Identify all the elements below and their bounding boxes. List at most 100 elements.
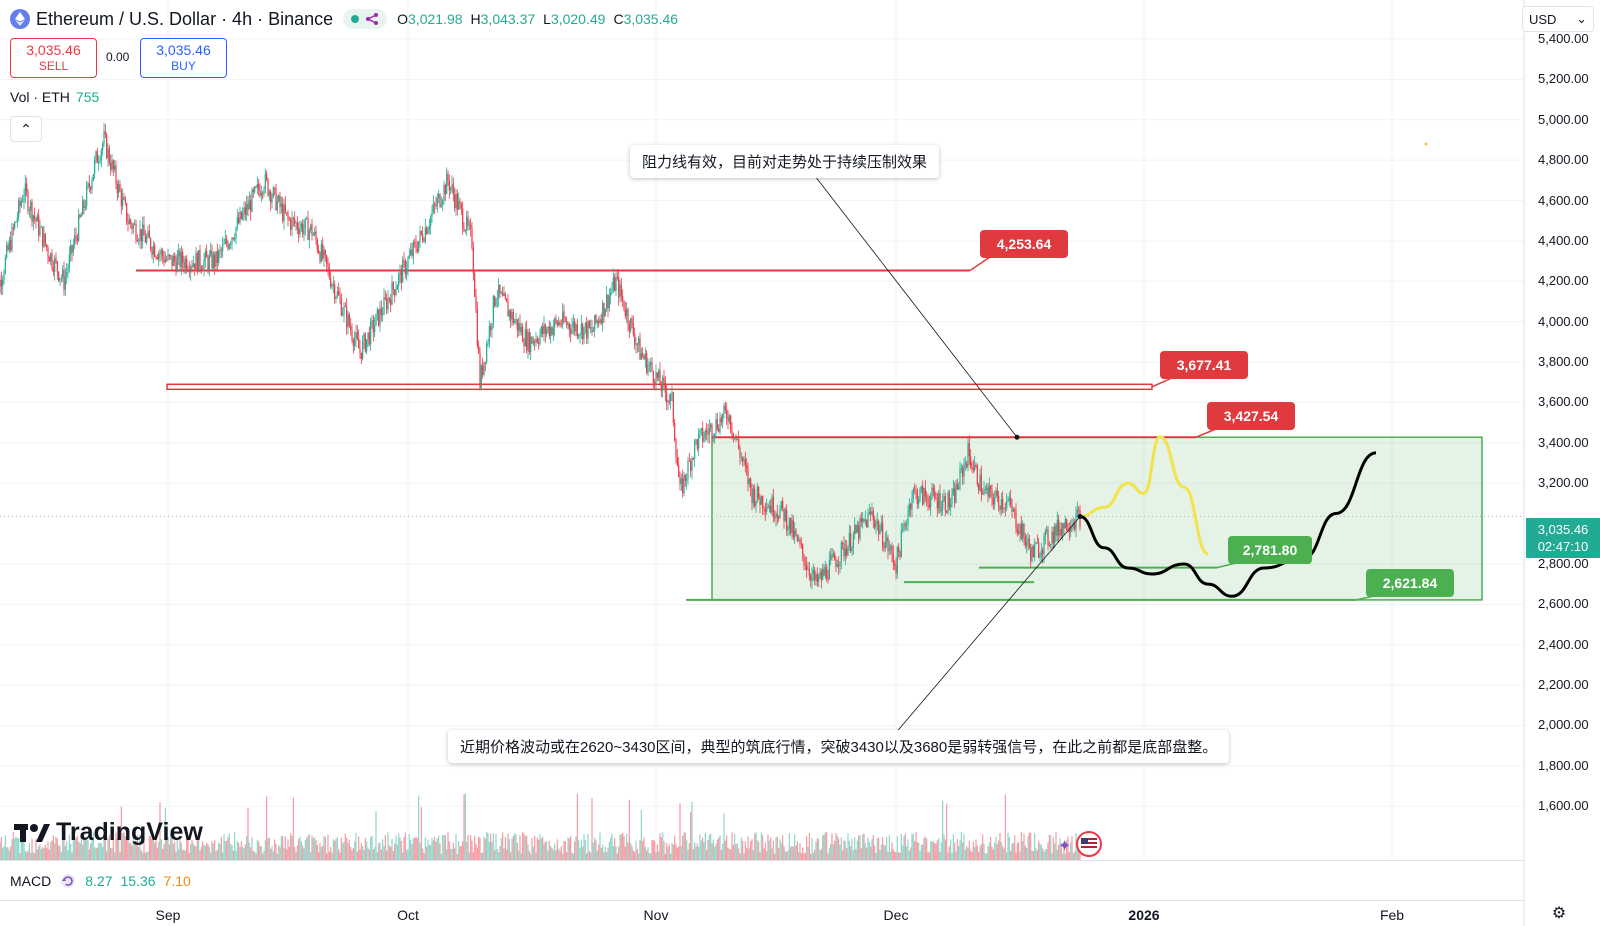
candle-body [904, 523, 906, 526]
price-axis-label: 4,200.00 [1538, 273, 1589, 289]
volume-bar [359, 849, 361, 860]
candle-body [127, 221, 129, 225]
candle-body [104, 131, 106, 135]
candle-body [114, 165, 116, 170]
candle-body [259, 189, 261, 197]
volume-bar [71, 852, 73, 860]
time-axis[interactable]: Sep Oct Nov Dec 2026 Feb [0, 900, 1525, 926]
candle-body [467, 216, 469, 226]
tradingview-logo[interactable]: TradingView [14, 818, 203, 847]
candle-body [290, 219, 292, 230]
marker-dot [1424, 142, 1428, 146]
symbol-title[interactable]: Ethereum / U.S. Dollar · 4h · Binance [36, 8, 334, 29]
volume-bar [419, 842, 421, 860]
bar-countdown: 02:47:10 [1537, 539, 1589, 554]
volume-bar [123, 832, 125, 860]
candle-body [778, 516, 780, 519]
candle-body [111, 160, 113, 170]
axis-settings-button[interactable]: ⚙ [1548, 902, 1570, 924]
currency-select[interactable]: USD ⌄ [1522, 6, 1594, 32]
candle-body [659, 370, 661, 386]
price-tag-4253[interactable]: 4,253.64 [980, 230, 1068, 258]
price-tag-3677[interactable]: 3,677.41 [1160, 351, 1248, 379]
candle-body [551, 327, 553, 335]
volume-bar [182, 849, 184, 860]
volume-bar [132, 837, 134, 860]
candle-body [614, 277, 616, 291]
candle-body [500, 292, 502, 294]
volume-bar [482, 852, 484, 860]
candle-body [486, 343, 488, 363]
candle-body [123, 197, 125, 200]
candle-body [110, 162, 112, 170]
volume-bar [874, 845, 876, 860]
volume-bar [566, 851, 568, 860]
candle-body [664, 381, 666, 393]
volume-bar [994, 842, 996, 860]
level-drawings [0, 142, 1524, 601]
resistance-note[interactable]: 阻力线有效，目前对走势处于持续压制效果 [630, 145, 940, 178]
volume-bar [466, 841, 468, 860]
volume-bar [512, 836, 514, 860]
volume-bar [771, 848, 773, 860]
refresh-icon[interactable] [59, 872, 77, 890]
candle-body [327, 263, 329, 268]
volume-legend[interactable]: Vol · ETH 755 [10, 89, 99, 105]
volume-bar [1004, 794, 1006, 860]
candle-body [672, 392, 674, 423]
macd-pane-legend[interactable]: MACD 8.27 15.36 7.10 [0, 860, 1525, 900]
candle-body [1076, 509, 1078, 513]
candle-body [823, 569, 825, 576]
candle-body [455, 193, 457, 208]
candle-body [942, 499, 944, 510]
collapse-legend-button[interactable]: ⌃ [10, 116, 42, 142]
candle-body [978, 484, 980, 491]
candle-body [379, 308, 381, 326]
volume-bar [850, 846, 852, 860]
candle-body [300, 223, 302, 228]
volume-bar [508, 838, 510, 860]
candle-body [636, 343, 638, 345]
volume-bar [344, 833, 346, 860]
candle-body [792, 520, 794, 538]
candle-body [295, 222, 297, 224]
volume-bar [936, 840, 938, 860]
candle-body [311, 224, 313, 236]
price-tag-2621[interactable]: 2,621.84 [1366, 569, 1454, 597]
candle-body [748, 478, 750, 484]
volume-bar [126, 837, 128, 860]
volume-bar [690, 812, 692, 860]
event-flag-icon[interactable] [1076, 831, 1102, 857]
volume-bar [42, 847, 44, 860]
range-note[interactable]: 近期价格波动或在2620~3430区间，典型的筑底行情，突破3430以及3680… [448, 730, 1230, 763]
volume-bar [963, 834, 965, 860]
candle-body [10, 239, 12, 251]
volume-bar [96, 847, 98, 860]
volume-bar [734, 834, 736, 860]
volume-bar [87, 839, 89, 860]
volume-bar [423, 853, 425, 860]
volume-bar [986, 853, 988, 860]
candle-body [547, 326, 549, 331]
volume-bar [194, 845, 196, 860]
buy-button[interactable]: 3,035.46 BUY [140, 38, 227, 78]
sell-button[interactable]: 3,035.46 SELL [10, 38, 97, 78]
volume-bar [150, 836, 152, 860]
volume-bar [111, 847, 113, 860]
price-tag-2781[interactable]: 2,781.80 [1228, 536, 1312, 564]
candle-body [288, 218, 290, 220]
volume-bar [572, 853, 574, 860]
candle-body [943, 496, 945, 500]
volume-bar [635, 840, 637, 860]
candle-body [338, 291, 340, 295]
volume-bar [463, 794, 465, 860]
market-status-pill[interactable] [343, 9, 388, 29]
price-tag-3427[interactable]: 3,427.54 [1207, 402, 1295, 430]
candle-body [138, 240, 140, 242]
volume-bar [64, 845, 66, 860]
candle-body [566, 321, 568, 326]
candle-body [728, 415, 730, 422]
candle-body [92, 173, 94, 181]
volume-bar [659, 833, 661, 860]
